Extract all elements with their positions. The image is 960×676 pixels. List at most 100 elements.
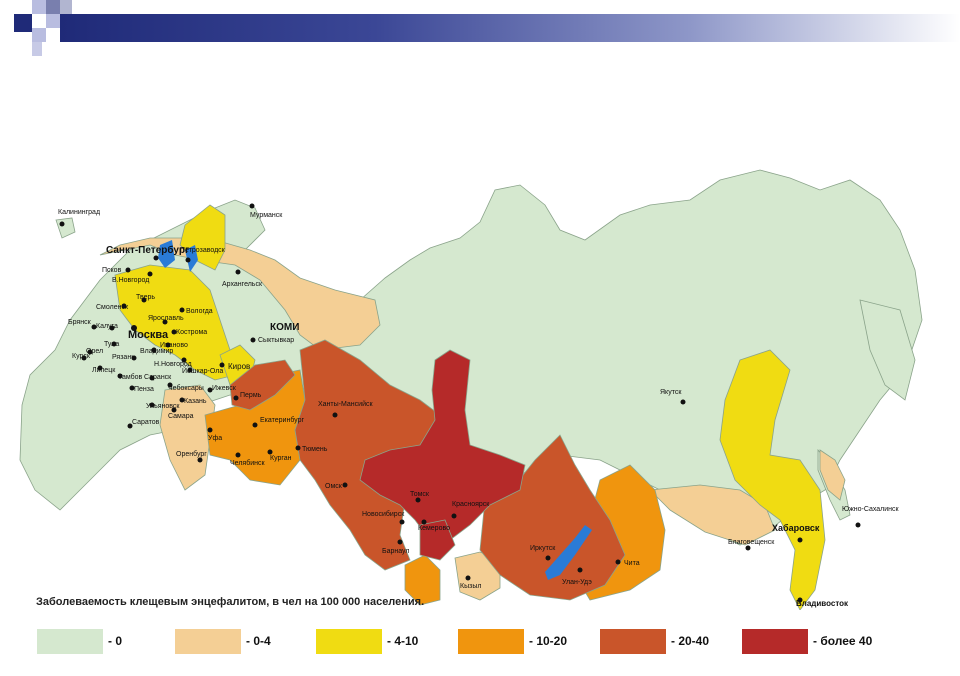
city-moscow: Москва <box>128 325 169 341</box>
legend-label-low: - 0-4 <box>246 634 271 648</box>
city-murmansk: Мурманск <box>249 203 283 219</box>
svg-text:Владивосток: Владивосток <box>796 599 849 608</box>
city-kursk: Курск <box>72 353 91 361</box>
lake-onega <box>185 245 198 272</box>
city-bryansk: Брянск <box>68 319 97 330</box>
svg-text:Вологда: Вологда <box>186 308 213 315</box>
city-saratov: Саратов <box>127 419 160 429</box>
city-ryazan: Рязань <box>112 354 137 361</box>
svg-text:В.Новгород: В.Новгород <box>112 277 149 284</box>
city-chelyabinsk: Челябинск <box>230 452 265 467</box>
city-kurgan: Курган <box>267 449 292 462</box>
city-labels-layer: Калининград Мурманск Санкт-Петербург Пет… <box>58 203 900 608</box>
svg-text:Архангельск: Архангельск <box>222 281 263 288</box>
svg-text:Псков: Псков <box>102 267 122 274</box>
city-lipetsk: Липецк <box>92 365 116 374</box>
region-higher-siberia-east <box>479 434 626 601</box>
svg-text:Новосибирск: Новосибирск <box>362 510 405 518</box>
city-tomsk: Томск <box>410 491 430 503</box>
city-saransk: Саранск <box>144 374 172 381</box>
legend-swatch-highest <box>742 629 808 654</box>
svg-text:Киров: Киров <box>228 362 250 371</box>
region-highest-kemerovo <box>419 519 456 561</box>
city-yekaterinburg: Екатеринбург <box>252 416 304 428</box>
city-petrozavodsk: Петрозаводск <box>180 247 226 263</box>
region-low-sakhalin-south <box>819 449 846 501</box>
svg-text:Тамбов: Тамбов <box>118 373 142 381</box>
city-barnaul: Барнаул <box>382 539 410 555</box>
city-ulanude: Улан-Удэ <box>562 567 592 586</box>
city-chita: Чита <box>615 559 640 567</box>
city-khabarovsk: Хабаровск <box>772 523 820 543</box>
region-low-amur <box>649 484 776 546</box>
city-blagoveshchensk: Благовещенск <box>728 539 775 551</box>
svg-text:Кострома: Кострома <box>176 329 207 336</box>
svg-text:Брянск: Брянск <box>68 319 92 326</box>
svg-text:Тула: Тула <box>104 341 119 348</box>
svg-text:Санкт-Петербург: Санкт-Петербург <box>106 244 189 256</box>
city-ufa: Уфа <box>207 427 222 442</box>
city-arkhangelsk: Архангельск <box>222 269 263 288</box>
svg-text:Челябинск: Челябинск <box>230 459 265 467</box>
svg-text:Владимир: Владимир <box>140 348 173 355</box>
legend-label-higher: - 20-40 <box>671 634 710 648</box>
legend-swatch-high <box>458 629 524 654</box>
svg-text:Смоленск: Смоленск <box>96 304 129 311</box>
region-mid-central <box>114 264 236 381</box>
city-omsk: Омск <box>325 482 348 490</box>
legend-label-highest: - более 40 <box>813 634 873 648</box>
svg-text:Ульяновск: Ульяновск <box>146 403 180 410</box>
city-krasnoyarsk: Красноярск <box>451 501 490 519</box>
svg-text:Саратов: Саратов <box>132 419 160 426</box>
svg-text:Чебоксары: Чебоксары <box>168 384 204 392</box>
svg-text:Ярославль: Ярославль <box>148 315 184 322</box>
svg-text:Красноярск: Красноярск <box>452 501 490 508</box>
city-nnovgorod: Н.Новгород <box>154 357 192 368</box>
city-yuzhno: Южно-Сахалинск <box>842 506 900 528</box>
city-syktyvkar: Сыктывкар <box>250 337 294 344</box>
svg-text:Пермь: Пермь <box>240 392 262 399</box>
svg-text:Калуга: Калуга <box>96 323 118 330</box>
svg-text:Н.Новгород: Н.Новгород <box>154 361 192 368</box>
svg-text:Якутск: Якутск <box>660 389 682 396</box>
city-smolensk: Смоленск <box>96 303 129 311</box>
svg-text:Ханты-Мансийск: Ханты-Мансийск <box>318 400 373 408</box>
city-kirov: Киров <box>219 362 250 371</box>
city-khanty: Ханты-Мансийск <box>318 400 373 418</box>
legend-swatch-zero <box>37 629 103 654</box>
lake-baikal <box>545 525 592 580</box>
city-izhevsk: Ижевск <box>207 385 237 393</box>
svg-text:Благовещенск: Благовещенск <box>728 539 775 546</box>
svg-text:Москва: Москва <box>128 329 169 341</box>
svg-text:Саранск: Саранск <box>144 374 172 381</box>
svg-text:Мурманск: Мурманск <box>250 212 283 219</box>
map-caption: Заболеваемость клещевым энцефалитом, в ч… <box>36 596 425 608</box>
city-vladivostok: Владивосток <box>796 597 849 608</box>
city-perm: Пермь <box>233 392 262 401</box>
svg-text:Рязань: Рязань <box>112 354 135 361</box>
header-square-light-4 <box>32 42 42 56</box>
svg-text:Уфа: Уфа <box>208 435 222 442</box>
city-kyzyl: Кызыл <box>460 575 481 590</box>
city-orenburg: Оренбург <box>176 450 207 463</box>
svg-text:Иркутск: Иркутск <box>530 545 556 552</box>
header-square-dark-1 <box>14 14 32 32</box>
svg-text:Йошкар-Ола: Йошкар-Ола <box>182 366 223 375</box>
header-square-dark-3 <box>60 0 72 14</box>
legend-swatch-low <box>175 629 241 654</box>
header-square-dark-2 <box>46 0 60 14</box>
svg-text:Барнаул: Барнаул <box>382 548 410 555</box>
svg-text:Пенза: Пенза <box>134 386 154 393</box>
svg-text:КОМИ: КОМИ <box>270 322 299 333</box>
city-yoshkar: Йошкар-Ола <box>182 366 223 375</box>
legend-swatch-higher <box>600 629 666 654</box>
city-kaliningrad: Калининград <box>58 209 100 227</box>
city-cheboksary: Чебоксары <box>167 382 204 392</box>
city-spb: Санкт-Петербург <box>106 244 189 261</box>
header-square-light-2 <box>46 14 60 28</box>
city-kemerovo: Кемерово <box>418 519 450 532</box>
lake-ladoga <box>158 240 175 268</box>
city-novosibirsk: Новосибирск <box>362 510 405 525</box>
city-vologda: Вологда <box>179 307 213 315</box>
city-penza: Пенза <box>129 385 154 393</box>
